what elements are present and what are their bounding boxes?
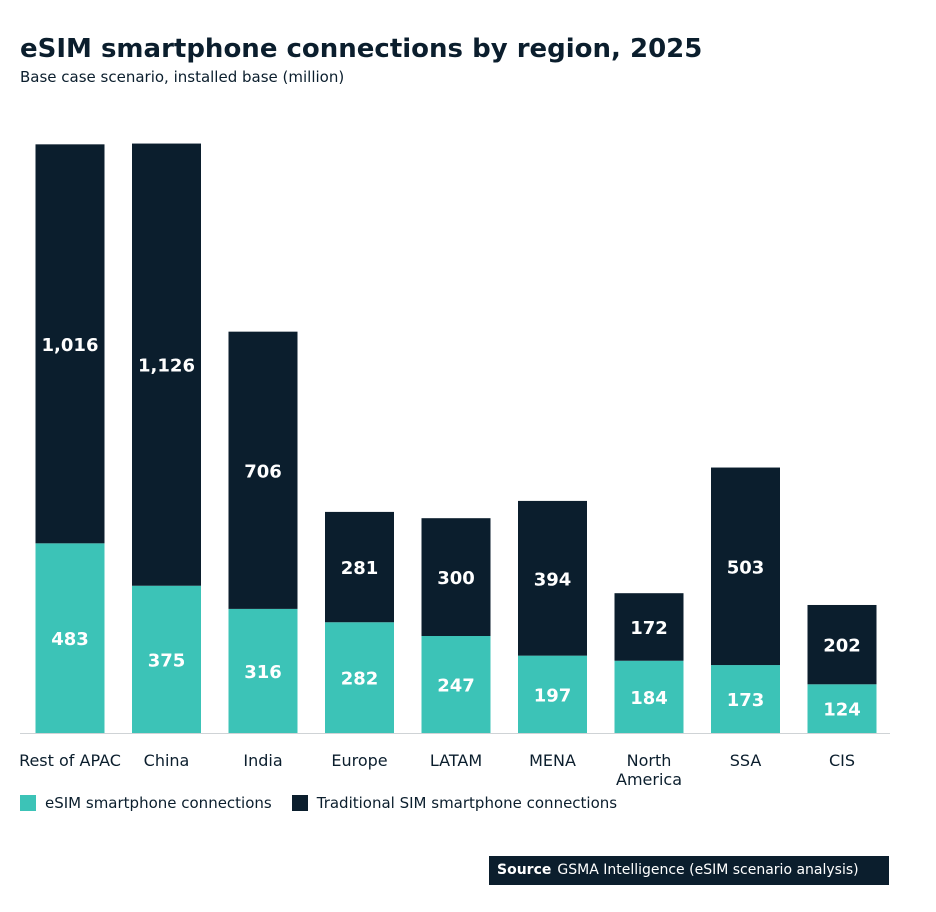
legend: eSIM smartphone connections Traditional …	[20, 794, 637, 812]
bar-esim-0	[35, 543, 105, 733]
value-label-esim-1: 375	[148, 650, 186, 671]
value-label-traditional-8: 202	[823, 636, 861, 657]
bar-esim-8	[807, 684, 877, 733]
value-label-esim-5: 197	[534, 685, 572, 706]
legend-label-traditional: Traditional SIM smartphone connections	[316, 794, 618, 812]
value-label-esim-4: 247	[437, 676, 475, 697]
bar-esim-5	[518, 655, 587, 733]
bar-esim-4	[421, 636, 491, 733]
legend-swatch-esim	[20, 795, 36, 811]
category-label-1: China	[144, 751, 190, 770]
bar-traditional-0	[35, 144, 105, 544]
value-label-esim-3: 282	[341, 669, 379, 690]
legend-label-esim: eSIM smartphone connections	[45, 794, 272, 812]
bar-esim-7	[711, 665, 780, 733]
category-label-4: LATAM	[430, 751, 482, 770]
legend-item-traditional: Traditional SIM smartphone connections	[291, 794, 618, 812]
value-label-esim-8: 124	[823, 700, 861, 721]
bar-traditional-5	[518, 500, 587, 656]
stacked-bar-chart: 483 1,016 Rest of APAC 375 1,126 China 316 706 I…	[19, 143, 890, 789]
category-label-5: MENA	[529, 751, 576, 770]
value-label-traditional-4: 300	[437, 568, 475, 589]
source-text: GSMA Intelligence (eSIM scenario analysi…	[557, 862, 859, 878]
value-label-traditional-5: 394	[534, 569, 572, 590]
category-label-8: CIS	[829, 751, 855, 770]
category-label-6-line-0: North	[627, 751, 672, 770]
value-label-esim-6: 184	[630, 688, 668, 709]
legend-item-esim: eSIM smartphone connections	[20, 794, 272, 812]
category-label-0: Rest of APAC	[19, 751, 121, 770]
category-label-6-line-1: America	[616, 770, 682, 789]
chart-title: eSIM smartphone connections by region, 2…	[20, 34, 703, 64]
value-label-traditional-3: 281	[341, 558, 379, 579]
bar-traditional-3	[325, 511, 394, 623]
value-label-esim-2: 316	[244, 662, 282, 683]
bar-esim-2	[228, 608, 298, 733]
source-label: Source	[497, 862, 552, 878]
category-label-3: Europe	[331, 751, 387, 770]
bar-traditional-6	[614, 593, 684, 661]
legend-swatch-traditional	[291, 795, 308, 811]
category-label-2: India	[243, 751, 282, 770]
value-label-traditional-2: 706	[244, 461, 282, 482]
value-label-traditional-1: 1,126	[138, 356, 195, 377]
bar-traditional-4	[421, 518, 491, 637]
bar-traditional-8	[807, 604, 877, 685]
bar-esim-3	[325, 622, 394, 733]
value-label-traditional-0: 1,016	[42, 335, 99, 356]
bar-traditional-1	[132, 143, 201, 586]
bar-esim-6	[614, 660, 684, 733]
value-label-esim-0: 483	[51, 629, 89, 650]
category-label-7: SSA	[730, 751, 762, 770]
source-box: Source GSMA Intelligence (eSIM scenario a…	[489, 856, 889, 885]
bar-traditional-2	[228, 331, 298, 609]
bar-esim-1	[132, 585, 201, 733]
chart-subtitle: Base case scenario, installed base (mill…	[20, 68, 345, 86]
value-label-traditional-6: 172	[630, 618, 668, 639]
value-label-traditional-7: 503	[727, 557, 765, 578]
bar-traditional-7	[711, 467, 780, 666]
value-label-esim-7: 173	[727, 690, 765, 711]
